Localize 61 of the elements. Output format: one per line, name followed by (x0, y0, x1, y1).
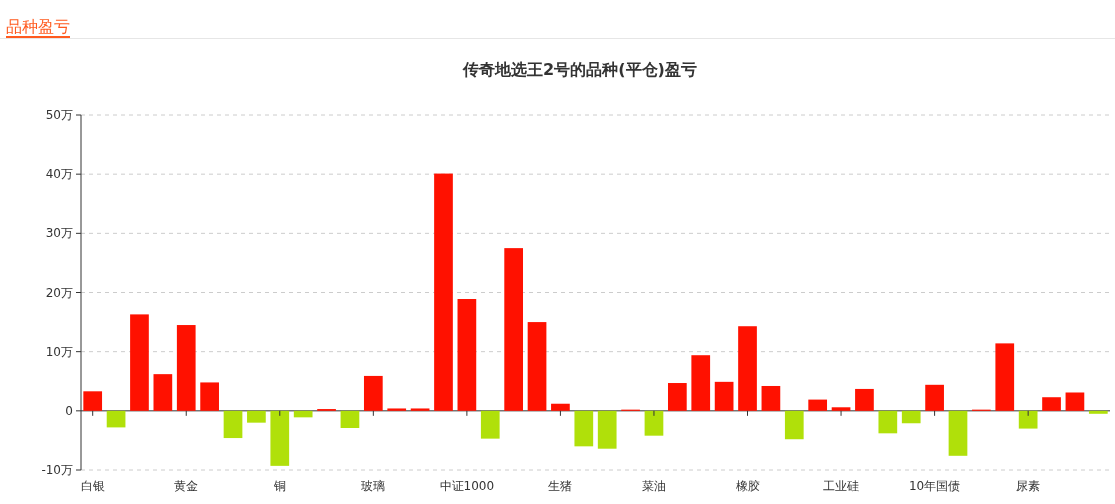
bar (200, 382, 219, 411)
x-tick-label: 黄金 (174, 479, 199, 493)
bar (995, 343, 1015, 411)
bar (504, 248, 523, 411)
bar (761, 385, 781, 411)
bar (808, 399, 828, 411)
x-tick-label: 橡胶 (735, 479, 760, 493)
bar (1042, 397, 1061, 411)
bar (527, 322, 547, 411)
bar (457, 299, 477, 411)
x-tick-label: 玻璃 (361, 479, 386, 493)
x-tick-label: 白银 (80, 479, 105, 493)
bar (83, 391, 103, 411)
x-tick-label: 生猪 (548, 479, 573, 493)
bar (176, 325, 196, 411)
bar (363, 375, 383, 411)
bar (247, 410, 266, 423)
bar (106, 410, 126, 428)
bar (387, 408, 407, 411)
bar (410, 408, 430, 411)
x-tick-label: 工业硅 (823, 479, 860, 493)
bar (1088, 410, 1108, 414)
text: 品种盈亏 (6, 17, 70, 36)
bar (784, 410, 804, 440)
y-tick-label: 40万 (45, 167, 73, 182)
bar (223, 410, 243, 439)
bar (831, 407, 851, 411)
x-tick-label: 中证1000 (439, 479, 495, 493)
y-tick-label: 50万 (45, 108, 73, 122)
y-tick-label: 10万 (45, 344, 73, 359)
bar (878, 410, 898, 434)
y-tick-label: 0 (65, 403, 73, 418)
bar (340, 410, 360, 428)
bar (1065, 392, 1085, 411)
x-tick-label: 菜油 (641, 479, 666, 493)
x-tick-label: 10年国债 (908, 479, 961, 493)
bar (293, 410, 313, 418)
bar (480, 410, 500, 439)
bar (270, 410, 290, 466)
bar (855, 388, 874, 411)
chart-title: 传奇地选王2号的品种(平仓)盈亏 (462, 60, 697, 79)
bar (668, 383, 687, 411)
bar (948, 410, 968, 456)
x-tick-label: 尿素 (1016, 479, 1041, 493)
bar (691, 355, 711, 411)
bar (714, 381, 734, 411)
bar (597, 410, 617, 449)
y-tick-label: 20万 (45, 285, 73, 300)
bar (1018, 410, 1038, 429)
bar (130, 314, 149, 411)
y-tick-label: 30万 (45, 226, 73, 241)
y-tick-label: -10万 (41, 463, 73, 477)
bar (925, 384, 944, 411)
bar (644, 410, 664, 436)
bar (434, 173, 453, 411)
x-tick-label: 铜 (272, 479, 286, 493)
bar (738, 326, 757, 411)
bar (574, 410, 594, 447)
bar (153, 374, 173, 411)
bar (901, 410, 921, 424)
bar (551, 403, 570, 411)
